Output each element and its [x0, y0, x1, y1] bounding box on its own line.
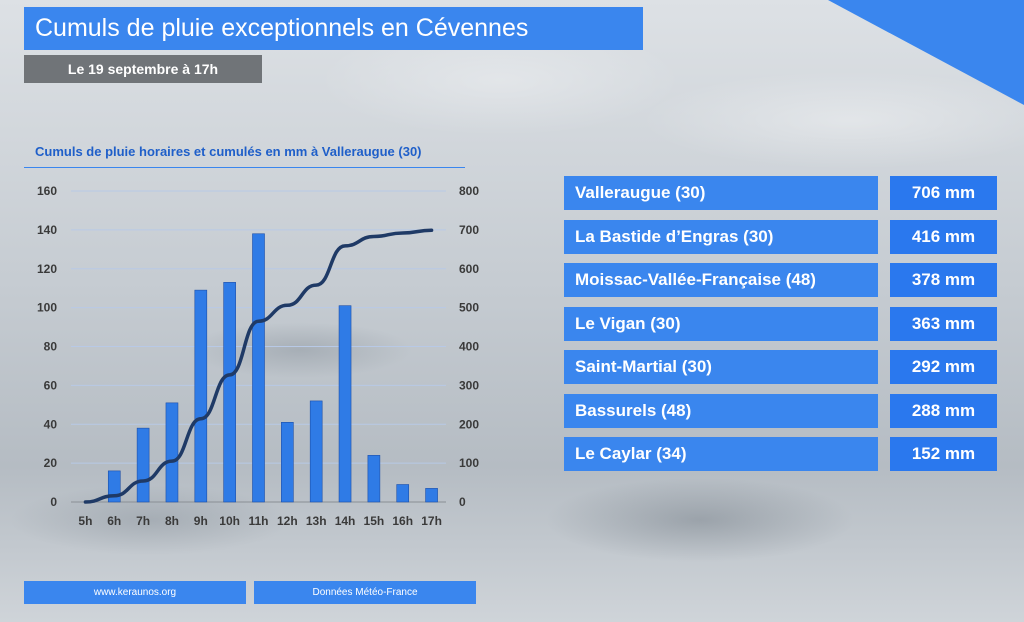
y-left-tick-label: 60 [44, 378, 58, 392]
y-right-tick-label: 400 [459, 340, 479, 354]
y-right-tick-label: 700 [459, 223, 479, 237]
x-tick-label: 8h [165, 514, 179, 528]
y-left-tick-label: 100 [37, 301, 57, 315]
bar [136, 427, 150, 503]
bar [425, 488, 438, 503]
station-total: 152 mm [890, 437, 997, 471]
y-right-tick-label: 0 [459, 495, 466, 509]
ranking-row: Le Vigan (30) 363 mm [564, 306, 998, 341]
x-tick-label: 13h [306, 514, 327, 528]
x-tick-label: 16h [392, 514, 413, 528]
station-total: 292 mm [890, 350, 997, 384]
station-name: La Bastide d’Engras (30) [564, 219, 878, 254]
station-name: Le Caylar (34) [564, 437, 878, 471]
x-tick-label: 14h [335, 514, 356, 528]
x-tick-label: 17h [421, 514, 442, 528]
bar [281, 422, 294, 503]
bar [367, 455, 381, 503]
station-total: 288 mm [890, 393, 997, 428]
ranking-row: Valleraugue (30) 706 mm [564, 176, 998, 210]
bar [252, 233, 265, 503]
x-tick-label: 5h [78, 514, 92, 528]
corner-decoration [828, 0, 1024, 105]
ranking-row: La Bastide d’Engras (30) 416 mm [564, 219, 998, 254]
page-title: Cumuls de pluie exceptionnels en Cévenne… [24, 7, 643, 50]
footer-source: Données Météo-France [254, 581, 476, 604]
y-right-tick-label: 600 [459, 262, 479, 276]
date-badge: Le 19 septembre à 17h [24, 55, 262, 83]
y-left-tick-label: 120 [37, 262, 57, 276]
station-name: Saint-Martial (30) [564, 350, 878, 384]
station-total: 416 mm [890, 219, 997, 254]
station-total: 378 mm [890, 263, 997, 297]
station-name: Valleraugue (30) [564, 176, 878, 210]
y-right-tick-label: 500 [459, 301, 479, 315]
y-right-tick-label: 200 [459, 417, 479, 431]
x-tick-label: 12h [277, 514, 298, 528]
station-name: Le Vigan (30) [564, 306, 878, 341]
bar [194, 289, 208, 503]
x-tick-label: 10h [219, 514, 240, 528]
chart-title-underline [24, 167, 465, 168]
ranking-row: Le Caylar (34) 152 mm [564, 437, 998, 471]
bar [223, 282, 236, 503]
rainfall-ranking: Valleraugue (30) 706 mm La Bastide d’Eng… [564, 176, 998, 481]
station-name: Bassurels (48) [564, 393, 878, 428]
y-right-tick-label: 300 [459, 378, 479, 392]
y-left-tick-label: 20 [44, 456, 58, 470]
footer-website: www.keraunos.org [24, 581, 246, 604]
station-total: 706 mm [890, 176, 997, 210]
y-left-tick-label: 140 [37, 223, 57, 237]
x-tick-label: 6h [107, 514, 121, 528]
y-left-tick-label: 0 [50, 495, 57, 509]
chart-title: Cumuls de pluie horaires et cumulés en m… [35, 144, 422, 159]
y-right-tick-label: 800 [459, 184, 479, 198]
bar [309, 400, 323, 503]
station-name: Moissac-Vallée-Française (48) [564, 263, 878, 297]
station-total: 363 mm [890, 306, 997, 341]
y-left-tick-label: 40 [44, 417, 58, 431]
x-tick-label: 9h [194, 514, 208, 528]
y-left-tick-label: 80 [44, 340, 58, 354]
cumulative-line [83, 228, 434, 504]
x-tick-label: 7h [136, 514, 150, 528]
bar [396, 484, 410, 503]
bar [165, 402, 179, 503]
x-tick-label: 11h [248, 514, 268, 528]
bar [338, 305, 352, 503]
x-tick-label: 15h [364, 514, 385, 528]
ranking-row: Bassurels (48) 288 mm [564, 393, 998, 428]
y-right-tick-label: 100 [459, 456, 479, 470]
ranking-row: Saint-Martial (30) 292 mm [564, 350, 998, 384]
y-left-tick-label: 160 [37, 184, 57, 198]
ranking-row: Moissac-Vallée-Française (48) 378 mm [564, 263, 998, 297]
